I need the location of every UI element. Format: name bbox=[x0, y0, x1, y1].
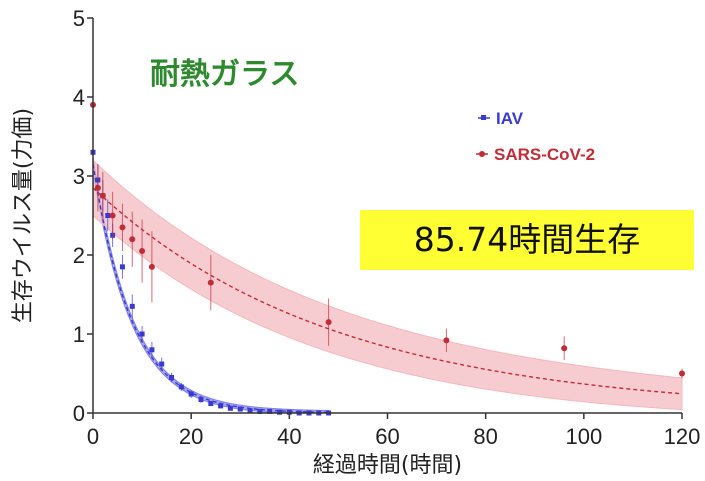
data-point-iav bbox=[208, 401, 214, 407]
data-point-iav bbox=[218, 403, 224, 409]
legend-label-sars-cov-2: SARS-CoV-2 bbox=[494, 145, 595, 164]
x-tick-label: 40 bbox=[277, 424, 301, 449]
y-tick-label: 2 bbox=[73, 243, 85, 268]
data-point-sars-cov-2 bbox=[443, 337, 450, 344]
data-point-sars-cov-2 bbox=[207, 279, 214, 286]
data-point-iav bbox=[105, 213, 111, 218]
fit-line-sars-cov-2 bbox=[92, 187, 683, 395]
data-point-iav bbox=[159, 361, 165, 367]
data-point-iav bbox=[277, 409, 283, 415]
data-point-iav bbox=[198, 397, 204, 403]
data-point-sars-cov-2 bbox=[99, 192, 106, 199]
legend-swatch-marker bbox=[481, 115, 486, 120]
data-point-sars-cov-2 bbox=[109, 212, 116, 219]
x-tick-label: 80 bbox=[473, 424, 497, 449]
data-point-iav bbox=[149, 347, 155, 353]
confidence-bands bbox=[92, 157, 683, 414]
data-point-sars-cov-2 bbox=[148, 263, 155, 270]
x-tick-label: 0 bbox=[87, 424, 99, 449]
data-point-iav bbox=[129, 303, 135, 309]
data-point-sars-cov-2 bbox=[679, 370, 685, 377]
y-tick-label: 3 bbox=[73, 164, 85, 189]
legend-swatch-marker bbox=[479, 151, 485, 157]
data-point-sars-cov-2 bbox=[139, 248, 146, 255]
y-tick-label: 4 bbox=[73, 85, 85, 110]
data-point-iav bbox=[257, 408, 263, 414]
data-point-iav bbox=[227, 405, 233, 411]
survival-time-callout: 85.74時間生存 bbox=[360, 210, 694, 270]
data-point-iav bbox=[267, 408, 273, 414]
data-point-iav bbox=[139, 331, 145, 337]
data-point-sars-cov-2 bbox=[94, 184, 101, 191]
tick-labels: 0 1 2 3 4 5 0 20 40 60 80 100 120 bbox=[73, 6, 701, 449]
x-tick-label: 120 bbox=[664, 424, 701, 449]
panel-title: 耐熱ガラス bbox=[150, 57, 299, 92]
legend-label-iav: IAV bbox=[496, 109, 524, 128]
x-tick-label: 20 bbox=[179, 424, 203, 449]
data-point-iav bbox=[237, 406, 243, 412]
y-axis-title: 生存ウイルス量(力価) bbox=[11, 108, 36, 323]
data-point-iav bbox=[247, 408, 253, 414]
data-point-sars-cov-2 bbox=[119, 224, 126, 231]
data-point-sars-cov-2 bbox=[561, 345, 568, 352]
data-point-iav bbox=[286, 409, 292, 415]
data-point-iav bbox=[178, 384, 184, 390]
legend: IAV SARS-CoV-2 bbox=[476, 109, 595, 164]
data-point-iav bbox=[119, 264, 125, 270]
x-axis-title: 経過時間(時間) bbox=[313, 453, 462, 478]
x-tick-label: 100 bbox=[565, 424, 602, 449]
y-tick-label: 0 bbox=[73, 401, 85, 426]
data-point-sars-cov-2 bbox=[129, 236, 136, 243]
y-tick-label: 1 bbox=[73, 322, 85, 347]
x-tick-label: 60 bbox=[375, 424, 399, 449]
data-point-iav bbox=[188, 391, 194, 397]
axes bbox=[87, 17, 683, 419]
confidence-band-sars-cov-2 bbox=[92, 159, 683, 411]
y-tick-label: 5 bbox=[73, 6, 85, 31]
data-point-sars-cov-2 bbox=[325, 319, 332, 326]
data-point-iav bbox=[169, 374, 175, 380]
